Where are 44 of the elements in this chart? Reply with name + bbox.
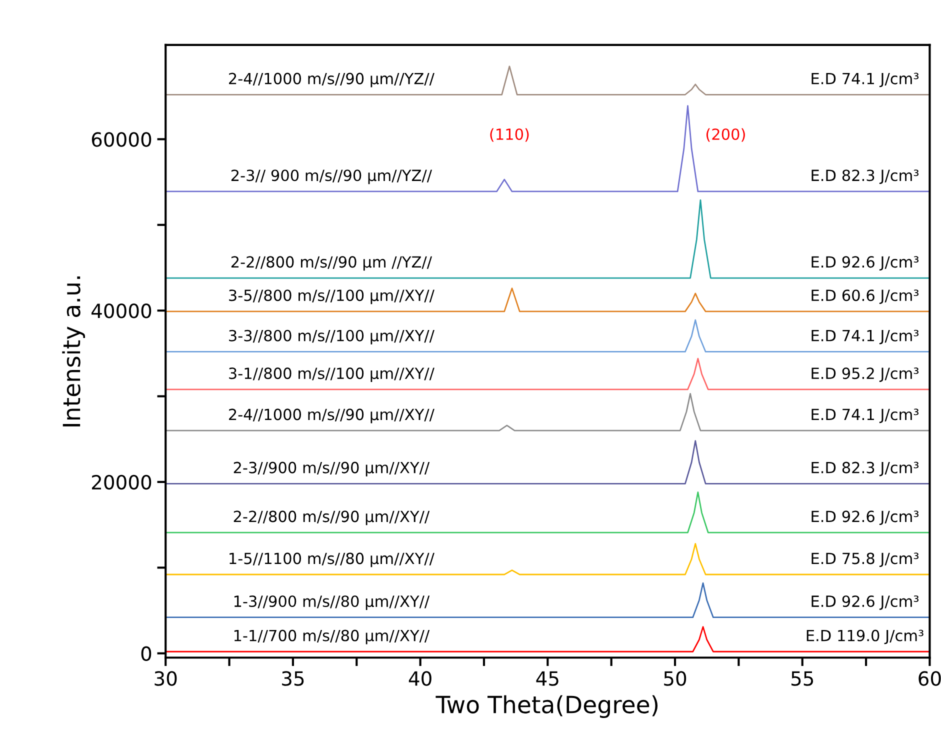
- series-label: 3-3//800 m/s//100 µm//XY//: [229, 330, 434, 344]
- x-tick-label: 30: [154, 671, 177, 686]
- x-tick-label: 60: [918, 671, 941, 686]
- series-label: 1-1//700 m/s//80 µm//XY//: [234, 630, 430, 644]
- x-tick-label: 45: [536, 671, 558, 686]
- x-tick-label: 50: [664, 671, 686, 686]
- series-label: 2-3// 900 m/s//90 µm//YZ//: [231, 170, 432, 184]
- series-label: 1-5//1100 m/s//80 µm//XY//: [230, 552, 434, 568]
- x-tick-label: 55: [791, 671, 814, 686]
- x-tick-label: 40: [408, 671, 432, 686]
- series-label: 2-2//800 m/s//90 µm//XY//: [234, 510, 430, 526]
- line-series: [166, 542, 930, 576]
- annotation: E.D 92.6 J/cm³: [812, 510, 919, 526]
- annotation: (110): [490, 128, 529, 142]
- annotation: E.D 119.0 J/cm³: [806, 630, 924, 644]
- annotation: E.D 75.8 J/cm³: [812, 552, 919, 568]
- annotation: E.D 74.1 J/cm³: [812, 330, 919, 344]
- annotation: E.D 82.3 J/cm³: [812, 170, 919, 184]
- annotation: (200): [706, 128, 745, 142]
- series-label: 3-1//800 m/s//100 µm//XY//: [229, 368, 434, 382]
- series-label: 3-5//800 m/s//100 µm//XY//: [229, 290, 434, 304]
- annotation: E.D 74.1 J/cm³: [812, 408, 919, 424]
- y-tick-label: 20000: [92, 474, 152, 490]
- y-axis-title: Intensity a.u.: [62, 276, 86, 426]
- series-label: 2-4//1000 m/s//90 µm//XY//: [229, 408, 434, 424]
- line-series: [166, 105, 930, 192]
- series-label: 1-3//900 m/s//80 µm//XY//: [234, 595, 430, 610]
- line-series: [166, 393, 930, 432]
- y-tick-label: 0: [141, 646, 152, 661]
- annotation: E.D 95.2 J/cm³: [812, 368, 919, 382]
- y-tick-label: 60000: [92, 132, 152, 147]
- x-axis-title: Two Theta(Degree): [436, 695, 658, 718]
- series-label: 2-4//1000 m/s//90 µm//YZ//: [229, 72, 434, 88]
- y-tick-label: 40000: [92, 304, 152, 318]
- annotation: E.D 74.1 J/cm³: [812, 72, 919, 88]
- line-series: [166, 288, 930, 312]
- annotation: E.D 92.6 J/cm³: [812, 595, 919, 610]
- series-label: 2-3//900 m/s//90 µm//XY//: [234, 462, 430, 476]
- annotation: E.D 92.6 J/cm³: [812, 256, 919, 271]
- series-label: 2-2//800 m/s//90 µm //YZ//: [231, 256, 432, 271]
- annotation: E.D 60.6 J/cm³: [812, 290, 919, 304]
- annotation: E.D 82.3 J/cm³: [812, 462, 919, 476]
- x-tick-label: 35: [282, 671, 304, 686]
- line-series: [166, 66, 930, 96]
